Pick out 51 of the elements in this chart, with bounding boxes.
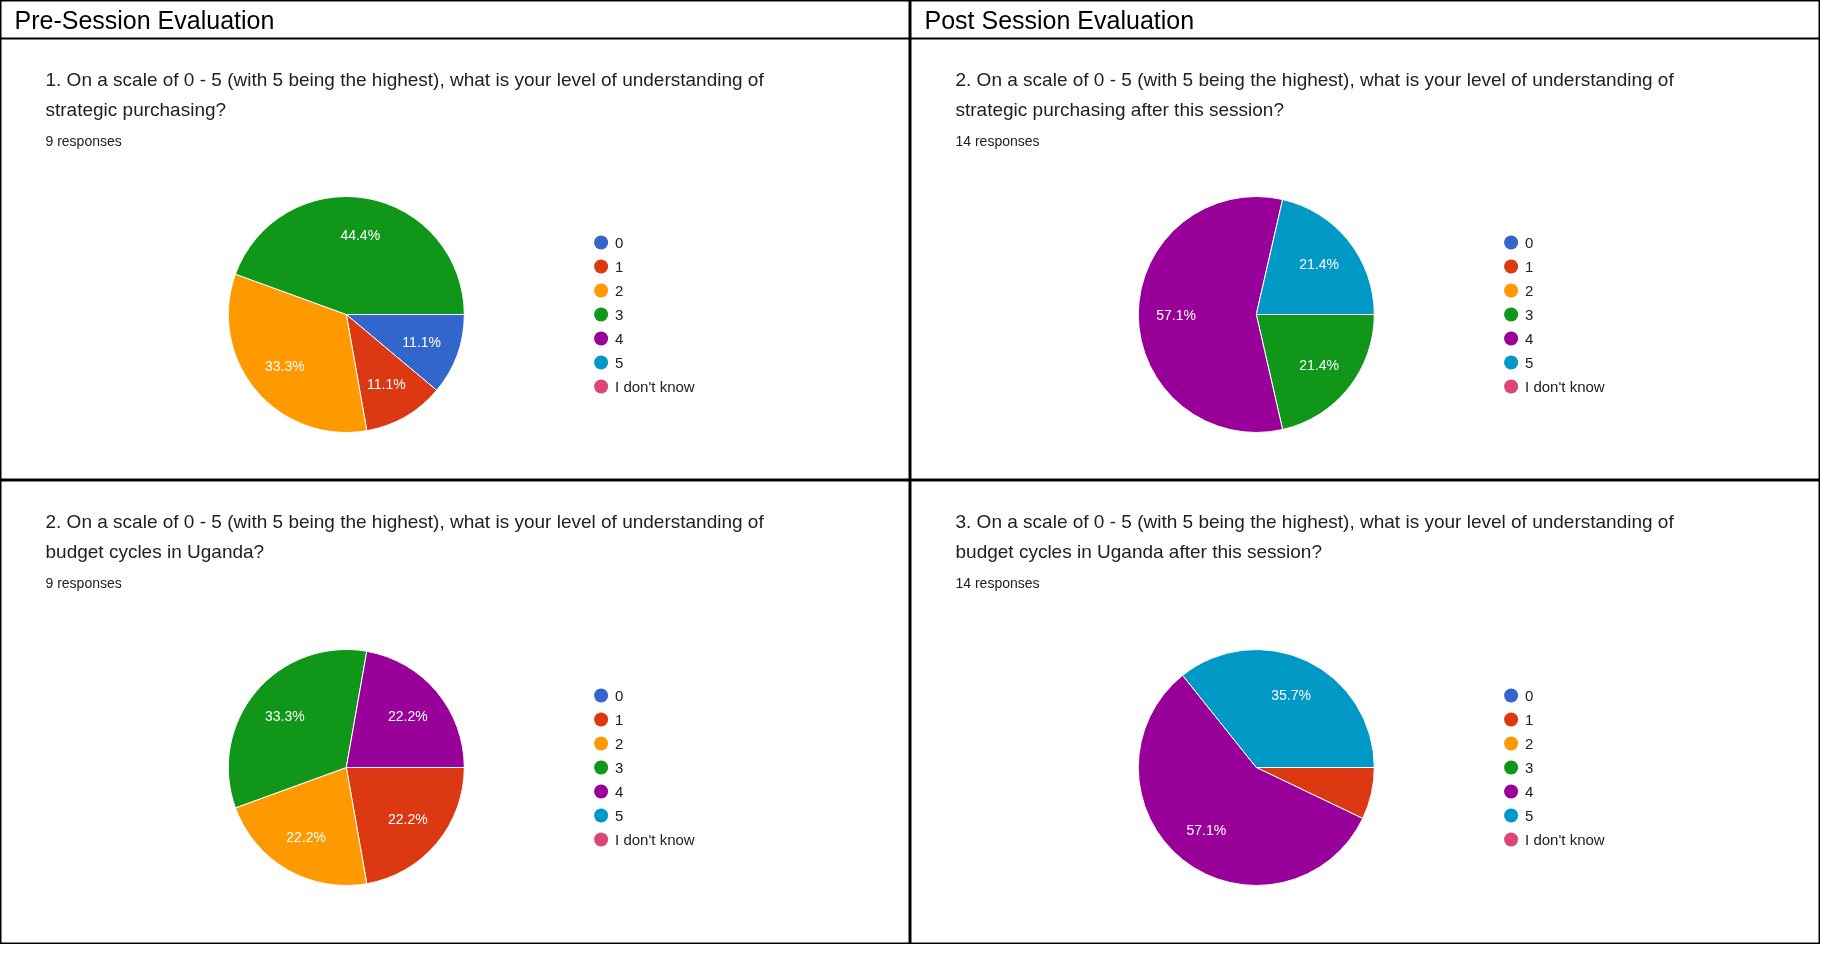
legend-label: 3 xyxy=(615,305,624,323)
legend-label: 5 xyxy=(1525,806,1534,824)
legend-label: 0 xyxy=(615,686,624,704)
data-label: 11.1% xyxy=(367,375,406,392)
text: 14 responses xyxy=(955,132,1040,149)
legend-label: 5 xyxy=(1525,353,1534,371)
legend-label: 4 xyxy=(1525,782,1534,800)
data-label: 21.4% xyxy=(1299,356,1339,373)
legend-label: 3 xyxy=(615,758,624,776)
legend-label: 2 xyxy=(615,734,624,752)
data-label: 57.1% xyxy=(1186,822,1227,839)
data-label: 11.1% xyxy=(402,333,442,350)
legend-label: 4 xyxy=(615,782,624,800)
data-label: 44.4% xyxy=(340,227,381,244)
chart-title: 1. On a scale of 0 - 5 (with 5 being the highest), what is your level of understanding of strategic purchasing? xyxy=(45,68,765,120)
legend-label: 1 xyxy=(615,257,624,275)
data-label: 35.7% xyxy=(1271,687,1311,704)
chart-title: 2. On a scale of 0 - 5 (with 5 being the highest), what is your level of understanding of budget cycles in Uganda? xyxy=(45,510,765,562)
legend-label: 1 xyxy=(1525,710,1534,728)
text: 9 responses xyxy=(45,574,122,591)
data-label: 57.1% xyxy=(1156,306,1196,323)
data-label: 22.2% xyxy=(387,811,428,828)
legend-label: 4 xyxy=(1525,329,1534,347)
legend-label: 4 xyxy=(615,329,624,347)
legend-label: 1 xyxy=(615,710,624,728)
legend-label: 5 xyxy=(615,806,624,824)
legend-label: 0 xyxy=(615,233,624,251)
data-label: 21.4% xyxy=(1299,256,1339,273)
text: Post Session Evaluation xyxy=(924,5,1195,34)
legend-label: 2 xyxy=(615,281,624,299)
text: Pre-Session Evaluation xyxy=(14,5,275,34)
data-label: 22.2% xyxy=(387,707,428,724)
legend-label: I don't know xyxy=(1525,831,1605,848)
legend-label: 3 xyxy=(1525,305,1534,323)
legend-label: I don't know xyxy=(1525,378,1605,395)
legend-label: I don't know xyxy=(615,831,695,848)
legend-label: 3 xyxy=(1525,758,1534,776)
legend-label: 2 xyxy=(1525,281,1534,299)
chart-title: 3. On a scale of 0 - 5 (with 5 being the highest), what is your level of understanding of budget cycles in Uganda after this session? xyxy=(955,510,1675,562)
text: 14 responses xyxy=(955,574,1040,591)
text: 9 responses xyxy=(45,132,122,149)
data-label: 33.3% xyxy=(264,707,305,724)
legend-label: 5 xyxy=(615,353,624,371)
data-label: 22.2% xyxy=(286,828,327,845)
data-label: 33.3% xyxy=(264,358,305,375)
legend-label: I don't know xyxy=(615,378,695,395)
legend-label: 0 xyxy=(1525,233,1534,251)
legend-label: 2 xyxy=(1525,734,1534,752)
chart-title: 2. On a scale of 0 - 5 (with 5 being the highest), what is your level of understanding of strategic purchasing after this session? xyxy=(955,68,1675,120)
legend-label: 0 xyxy=(1525,686,1534,704)
legend-label: 1 xyxy=(1525,257,1534,275)
